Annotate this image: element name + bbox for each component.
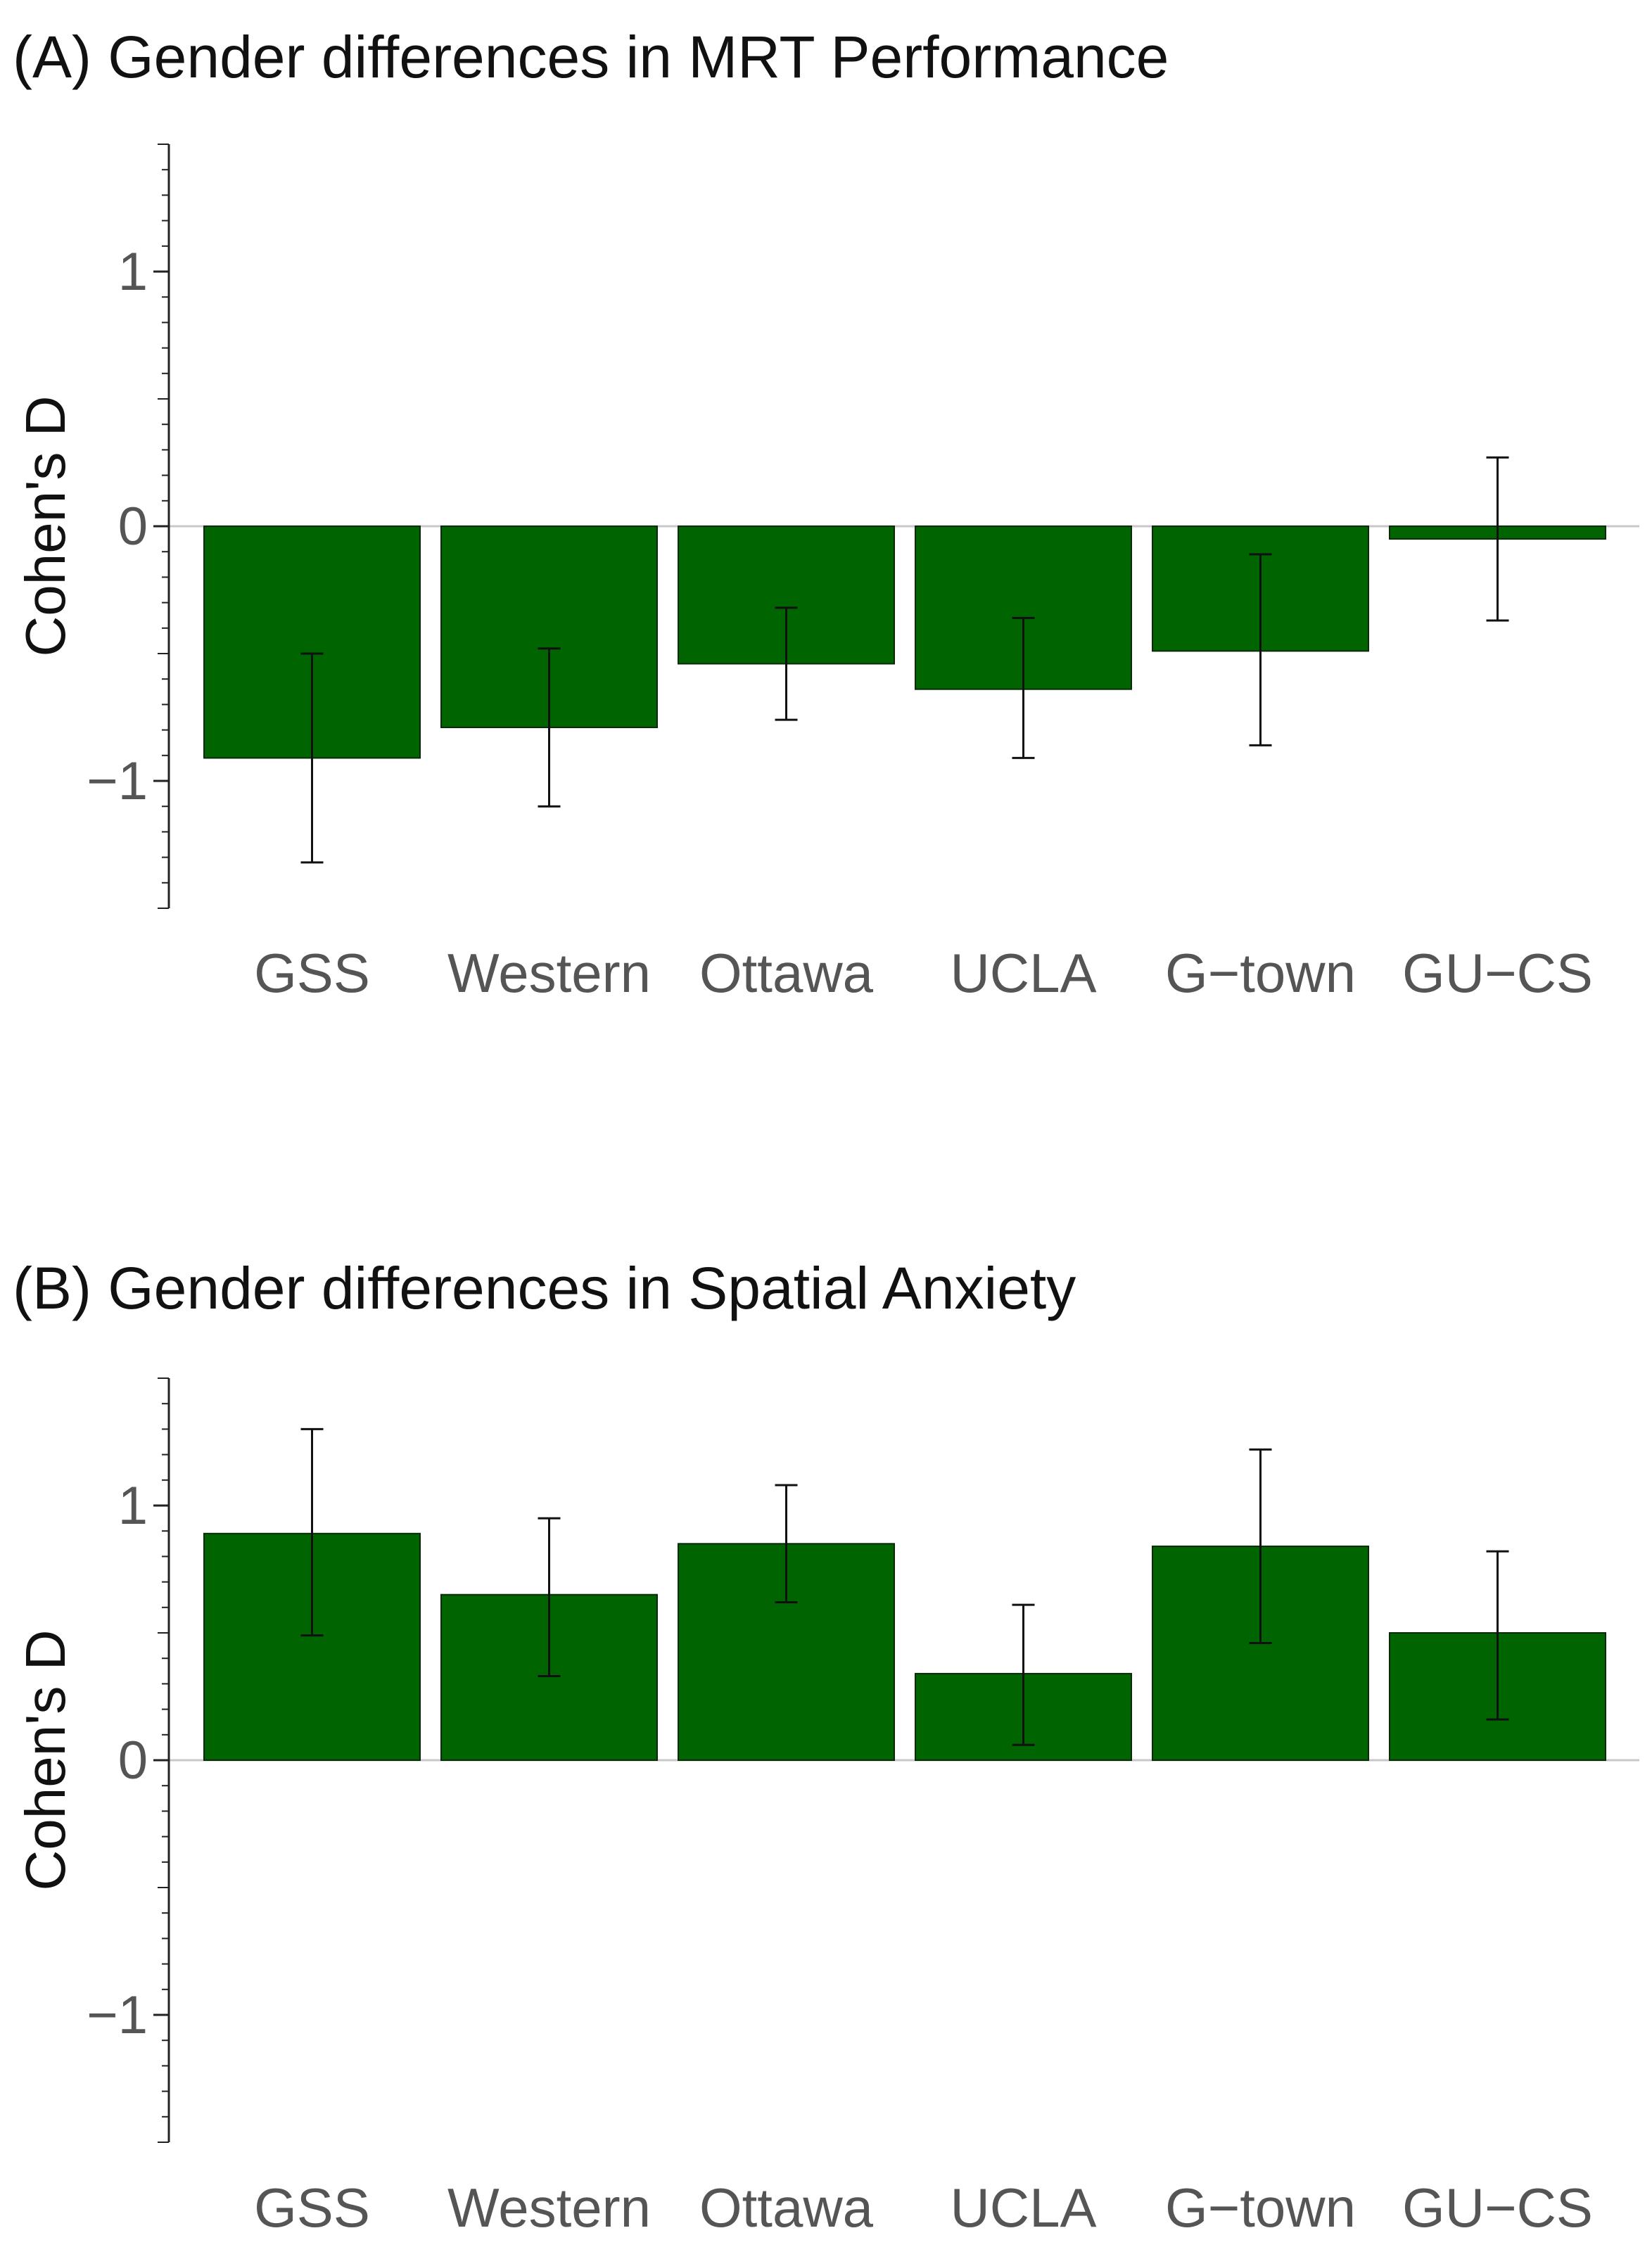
x-category-label: UCLA	[950, 942, 1096, 1004]
panel-title: (A) Gender differences in MRT Performanc…	[13, 24, 1169, 90]
x-category-label: GU−CS	[1402, 2177, 1593, 2239]
error-bar	[1012, 1603, 1035, 1746]
panel-title: (B) Gender differences in Spatial Anxiet…	[13, 1255, 1076, 1321]
error-bar	[300, 652, 324, 864]
y-tick-label: 1	[118, 242, 148, 302]
x-category-label: Western	[447, 2177, 651, 2239]
x-category-label: GU−CS	[1402, 942, 1593, 1004]
x-category-label: Ottawa	[699, 942, 874, 1004]
error-bar	[775, 606, 798, 721]
y-tick-label: −1	[87, 1985, 148, 2045]
error-bar	[1249, 553, 1272, 746]
x-category-label: GSS	[254, 942, 370, 1004]
error-bar	[1249, 1448, 1272, 1644]
x-category-label: GSS	[254, 2177, 370, 2239]
panel-b: (B) Gender differences in Spatial Anxiet…	[13, 1255, 1639, 2239]
panel-a: (A) Gender differences in MRT Performanc…	[13, 24, 1639, 1004]
y-axis-label: Cohen's D	[14, 1629, 77, 1890]
error-bar	[1486, 456, 1509, 622]
y-tick-label: 0	[118, 1731, 148, 1790]
x-category-label: UCLA	[950, 2177, 1096, 2239]
x-category-label: G−town	[1165, 2177, 1356, 2239]
error-bar	[538, 1517, 561, 1678]
error-bar	[775, 1484, 798, 1604]
y-tick-label: 0	[118, 497, 148, 556]
error-bar	[1486, 1550, 1509, 1721]
x-category-label: G−town	[1165, 942, 1356, 1004]
error-bar	[300, 1427, 324, 1637]
y-tick-label: −1	[87, 751, 148, 811]
y-tick-label: 1	[118, 1476, 148, 1536]
x-category-label: Western	[447, 942, 651, 1004]
y-axis-label: Cohen's D	[14, 395, 77, 656]
error-bar	[1012, 616, 1035, 759]
error-bar	[538, 647, 561, 808]
x-category-label: Ottawa	[699, 2177, 874, 2239]
